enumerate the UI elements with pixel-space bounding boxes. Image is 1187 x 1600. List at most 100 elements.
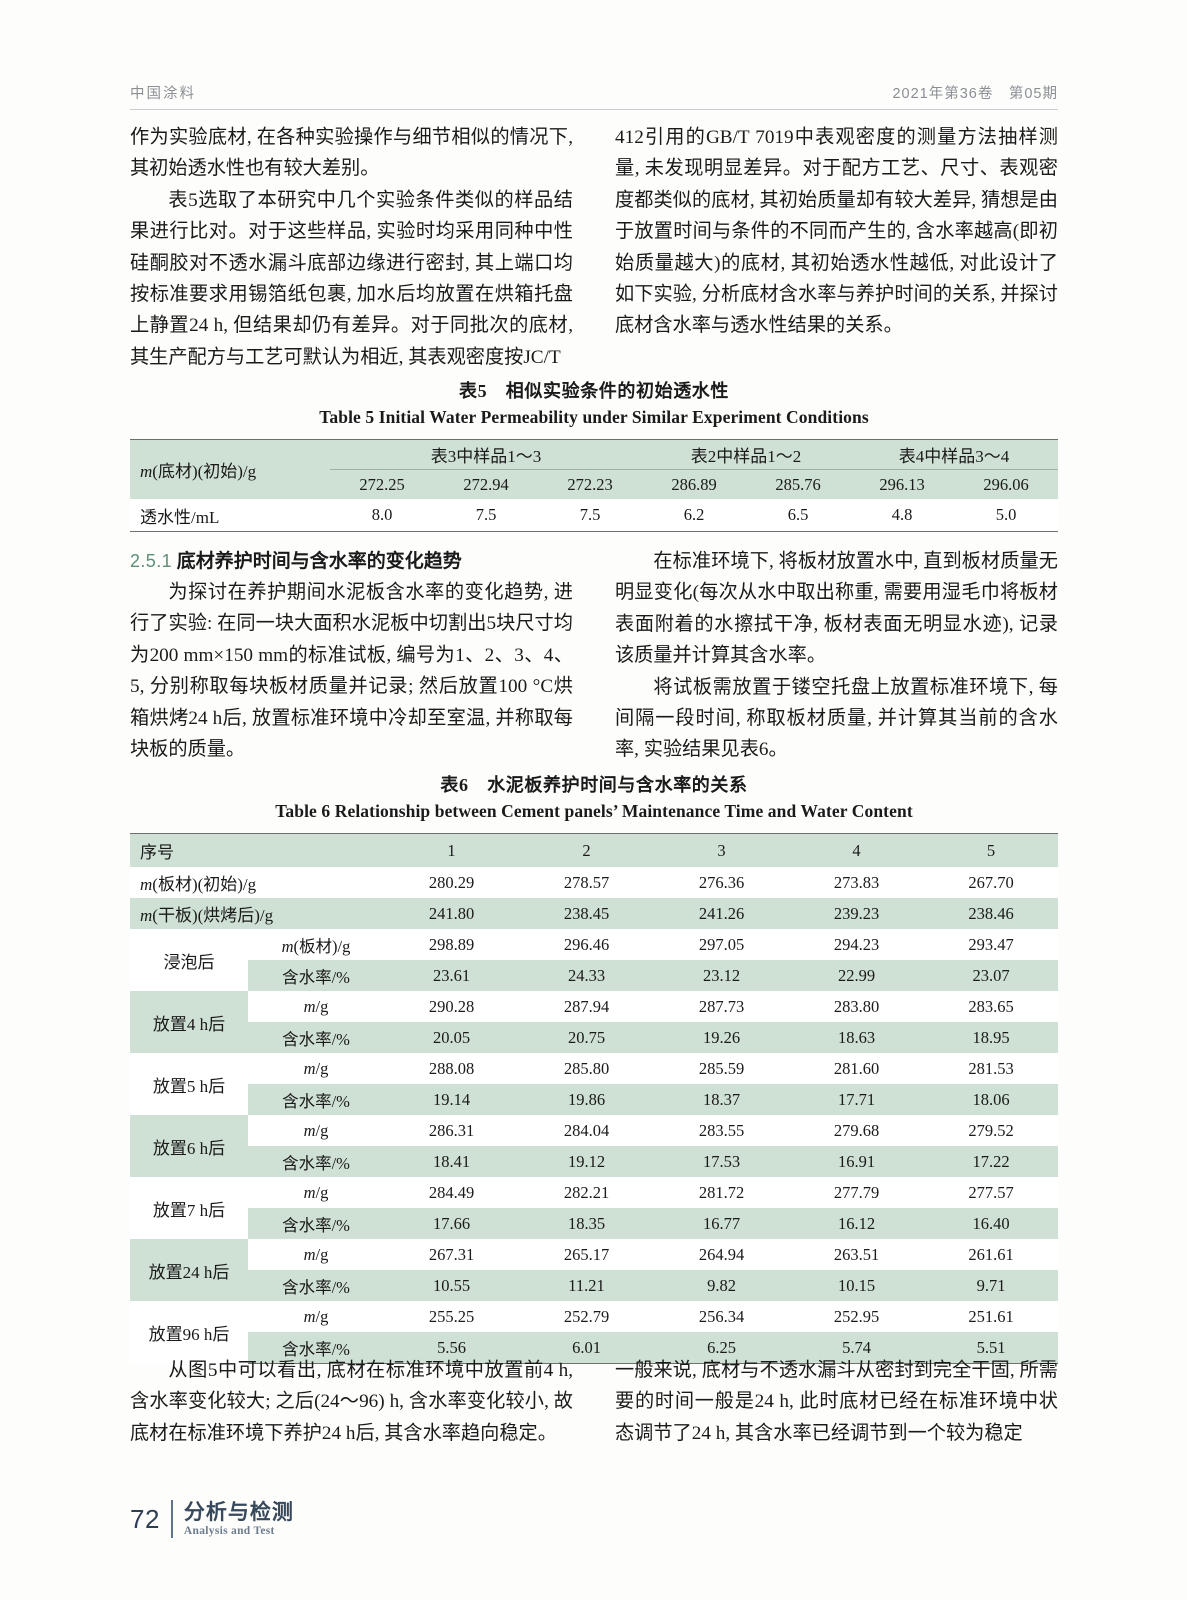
footer-divider (170, 1500, 173, 1538)
paragraph: 将试板需放置于镂空托盘上放置标准环境下, 每间隔一段时间, 称取板材质量, 并计… (615, 676, 1058, 761)
section-heading: 2.5.1 底材养护时间与含水率的变化趋势 (130, 546, 573, 577)
table-row: 浸泡后 m(板材)/g 298.89 296.46 297.05 294.23 293.47 (130, 929, 1058, 991)
table6-cell: 290.28 (384, 991, 519, 1022)
table6-cell: 18.06 (924, 1084, 1058, 1115)
table6-cell: 261.61 (924, 1239, 1058, 1270)
table5-data-cell: 7.5 (538, 499, 643, 532)
table5-mass-cell: 272.23 (538, 469, 643, 499)
table6-cell: 263.51 (789, 1239, 924, 1270)
table6-cell: 17.66 (384, 1208, 519, 1239)
table6-cell: 18.63 (789, 1022, 924, 1053)
table6-column-header: 2 (519, 833, 654, 867)
table6-block: 表6 水泥板养护时间与含水率的关系 Table 6 Relationship b… (130, 772, 1058, 1364)
table6-cell: 16.40 (924, 1208, 1058, 1239)
issue-info: 2021年第36卷 第05期 (892, 86, 1058, 102)
table5-caption-en: Table 5 Initial Water Permeability under… (319, 407, 869, 427)
table5-caption-cn: 表5 相似实验条件的初始透水性 (459, 381, 729, 401)
table5-mass-cell: 272.25 (330, 469, 434, 499)
table6-group-label: 放置24 h后 (130, 1239, 248, 1301)
table-row: 放置7 h后 m/g 284.49 282.21 281.72 277.79 277.57 (130, 1177, 1058, 1239)
table6-cell: 277.57 (924, 1177, 1058, 1208)
table5-group-header: 表2中样品1～2 (642, 439, 851, 470)
table6-cell: 283.65 (924, 991, 1058, 1022)
table-row: 含水率/% 5.56 6.01 6.25 5.74 5.51 (130, 1332, 1058, 1364)
column-left: 从图5中可以看出, 底材在标准环境中放置前4 h, 含水率变化较大; 之后(24… (130, 1355, 573, 1449)
page-content: 中国涂料 2021年第36卷 第05期 作为实验底材, 在各种实验操作与细节相似… (130, 0, 1059, 1600)
table5-data-cell: 7.5 (434, 499, 538, 532)
table6-sub-label: m/g (248, 1301, 384, 1332)
table-row: 透水性/mL 8.0 7.5 7.5 6.2 6.5 4.8 5.0 (130, 499, 1059, 532)
table6-cell: 23.07 (924, 960, 1058, 991)
table6-sub-label: m/g (248, 1115, 384, 1146)
table6-cell: 239.23 (789, 898, 924, 929)
table5-data-cell: 6.2 (642, 499, 747, 532)
table6-cell: 241.26 (654, 898, 789, 929)
table6-cell: 18.41 (384, 1146, 519, 1177)
table6-cell: 23.12 (654, 960, 789, 991)
table6-cell: 276.36 (654, 867, 789, 898)
table6-cell: 24.33 (519, 960, 654, 991)
table6-cell: 281.53 (924, 1053, 1058, 1084)
table6-cell: 238.46 (924, 898, 1058, 929)
table6-cell: 16.12 (789, 1208, 924, 1239)
table6-row-label: m(干板)(烘烤后)/g (130, 898, 384, 929)
table6-cell: 293.47 (924, 929, 1058, 960)
table6-cell: 10.15 (789, 1270, 924, 1301)
table6-cell: 18.35 (519, 1208, 654, 1239)
table6: 序号 1 2 3 4 5 m(板材)(初始)/g 280.29 278.57 276.36 273.… (130, 833, 1058, 1364)
table6-cell: 281.72 (654, 1177, 789, 1208)
table6-sub-label: 含水率/% (248, 1270, 384, 1301)
table6-row-label: m(板材)(初始)/g (130, 867, 384, 898)
table-row: 含水率/% 20.05 20.75 19.26 18.63 18.95 (130, 1022, 1058, 1053)
section-title: 底材养护时间与含水率的变化趋势 (176, 551, 462, 572)
table6-sub-label: 含水率/% (248, 1208, 384, 1239)
table-row: 含水率/% 18.41 19.12 17.53 16.91 17.22 (130, 1146, 1058, 1177)
table5-mass-cell: 296.06 (954, 469, 1059, 499)
paragraph: 412引用的GB/T 7019中表观密度的测量方法抽样测量, 未发现明显差异。对… (615, 127, 1058, 337)
table6-cell: 296.46 (519, 929, 654, 960)
body-columns-bottom: 从图5中可以看出, 底材在标准环境中放置前4 h, 含水率变化较大; 之后(24… (130, 1355, 1058, 1449)
table6-cell: 286.31 (384, 1115, 519, 1146)
table6-group-label: 放置4 h后 (130, 991, 248, 1053)
column-right: 一般来说, 底材与不透水漏斗从密封到完全干固, 所需要的时间一般是24 h, 此… (615, 1355, 1058, 1449)
table6-cell: 19.12 (519, 1146, 654, 1177)
table6-cell: 288.08 (384, 1053, 519, 1084)
table6-group-label: 放置96 h后 (130, 1301, 248, 1364)
table6-cell: 16.77 (654, 1208, 789, 1239)
table6-cell: 264.94 (654, 1239, 789, 1270)
table5-mass-cell: 286.89 (642, 469, 747, 499)
table-row: 含水率/% 10.55 11.21 9.82 10.15 9.71 (130, 1270, 1058, 1301)
table6-sub-label: 含水率/% (248, 1146, 384, 1177)
column-right: 412引用的GB/T 7019中表观密度的测量方法抽样测量, 未发现明显差异。对… (615, 122, 1058, 373)
table6-cell: 277.79 (789, 1177, 924, 1208)
paragraph: 从图5中可以看出, 底材在标准环境中放置前4 h, 含水率变化较大; 之后(24… (130, 1360, 573, 1444)
table6-sub-label: 含水率/% (248, 1084, 384, 1115)
table6-group-label: 放置5 h后 (130, 1053, 248, 1115)
paragraph: 表5选取了本研究中几个实验条件类似的样品结果进行比对。对于这些样品, 实验时均采… (130, 189, 573, 368)
table6-cell: 6.25 (654, 1332, 789, 1364)
table-row: 放置96 h后 m/g 255.25 252.79 256.34 252.95 251.61 (130, 1301, 1058, 1364)
table6-cell: 281.60 (789, 1053, 924, 1084)
table6-cell: 18.95 (924, 1022, 1058, 1053)
table-row: 放置6 h后 m/g 286.31 284.04 283.55 279.68 279.52 (130, 1115, 1058, 1177)
table6-cell: 283.55 (654, 1115, 789, 1146)
table6-cell: 282.21 (519, 1177, 654, 1208)
table5-mass-cell: 272.94 (434, 469, 538, 499)
table5-data-cell: 6.5 (746, 499, 851, 532)
table6-cell: 5.51 (924, 1332, 1058, 1364)
table6-sub-label: m/g (248, 991, 384, 1022)
running-head: 中国涂料 2021年第36卷 第05期 (130, 82, 1058, 103)
table-row: 放置5 h后 m/g 288.08 285.80 285.59 281.60 281.53 (130, 1053, 1058, 1115)
table6-cell: 265.17 (519, 1239, 654, 1270)
table-row: m(干板)(烘烤后)/g 241.80 238.45 241.26 239.23 238.… (130, 898, 1058, 929)
table6-group-label: 放置7 h后 (130, 1177, 248, 1239)
table5-mass-cell: 296.13 (850, 469, 955, 499)
table5-mass-cell: 285.76 (746, 469, 851, 499)
table6-cell: 284.04 (519, 1115, 654, 1146)
page-footer: 72 分析与检测 Analysis and Test (130, 1496, 294, 1542)
table6-group-label: 浸泡后 (130, 929, 248, 991)
table6-cell: 267.31 (384, 1239, 519, 1270)
table6-cell: 284.49 (384, 1177, 519, 1208)
paragraph: 在标准环境下, 将板材放置水中, 直到板材质量无明显变化(每次从水中取出称重, … (615, 551, 1058, 667)
